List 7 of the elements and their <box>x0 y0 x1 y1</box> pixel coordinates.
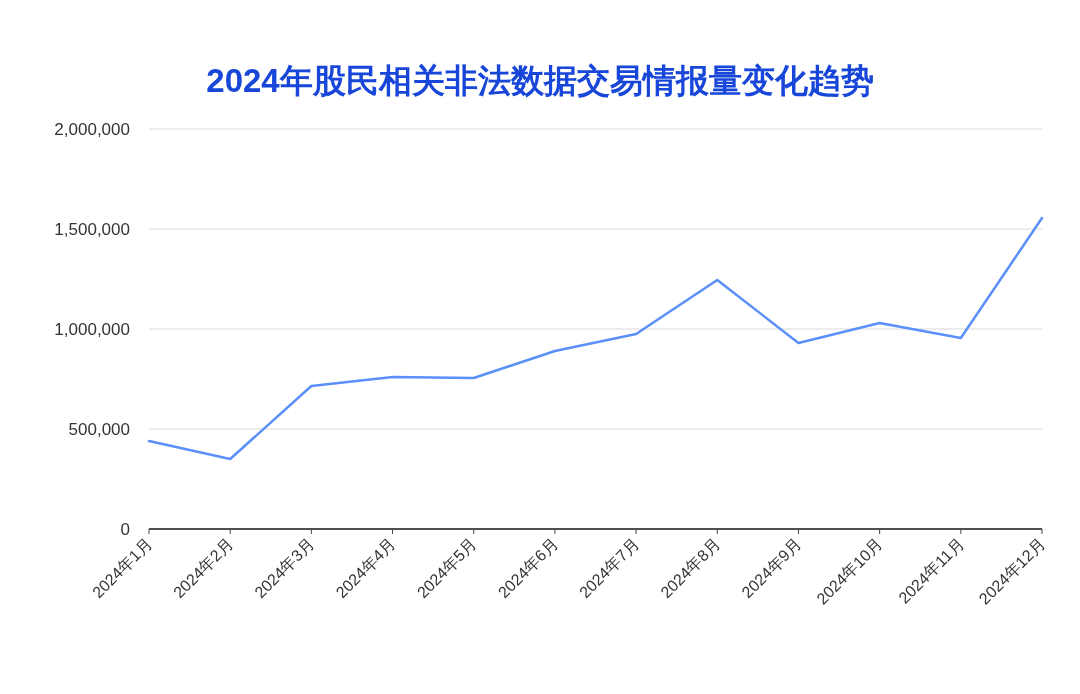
y-tick-label: 500,000 <box>68 420 130 439</box>
y-tick-label: 1,500,000 <box>54 220 130 239</box>
y-tick-label: 0 <box>120 520 130 539</box>
chart-title: 2024年股民相关非法数据交易情报量变化趋势 <box>206 62 874 99</box>
y-tick-label: 2,000,000 <box>54 120 130 139</box>
y-tick-label: 1,000,000 <box>54 320 130 339</box>
line-series <box>147 216 1044 461</box>
